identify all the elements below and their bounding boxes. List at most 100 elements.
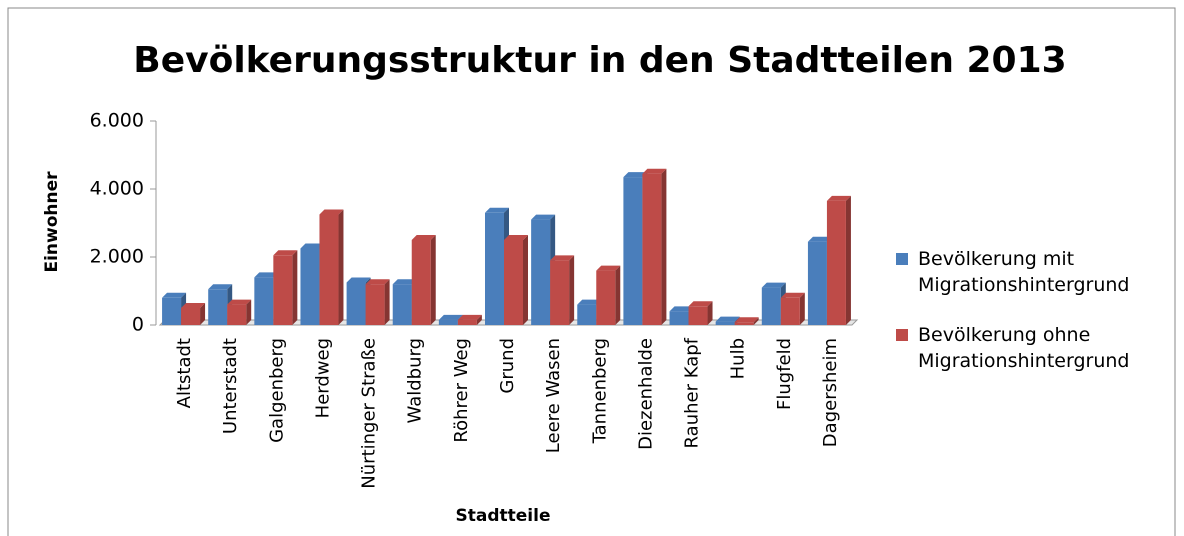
bar-top bbox=[208, 284, 233, 290]
bar bbox=[826, 200, 846, 325]
bar-top bbox=[715, 316, 740, 322]
bar-side bbox=[200, 303, 206, 325]
bar-top bbox=[273, 250, 298, 256]
bar-top bbox=[162, 292, 187, 298]
bar-top bbox=[346, 277, 371, 283]
bar-top bbox=[300, 243, 325, 249]
legend-label: Bevölkerung ohne Migrationshintergrund bbox=[918, 324, 1130, 372]
bar bbox=[273, 255, 293, 325]
bar bbox=[780, 297, 800, 325]
bar bbox=[623, 177, 643, 325]
bar-top bbox=[642, 168, 667, 174]
y-tick-label: 2.000 bbox=[90, 246, 144, 268]
bar-top bbox=[227, 299, 252, 305]
bar bbox=[642, 173, 662, 325]
bar-side bbox=[246, 299, 252, 325]
bar bbox=[485, 212, 504, 325]
bar-top bbox=[531, 214, 556, 220]
bar-top bbox=[457, 314, 482, 320]
bar bbox=[761, 287, 781, 325]
bar bbox=[365, 284, 385, 325]
x-tick-label: Tannenberg bbox=[589, 338, 610, 444]
bar-side bbox=[707, 301, 713, 325]
bar-top bbox=[761, 282, 786, 288]
bar bbox=[162, 297, 182, 325]
bar-top bbox=[504, 235, 528, 240]
bar bbox=[550, 260, 570, 325]
bar bbox=[392, 284, 412, 325]
y-tick-label: 4.000 bbox=[90, 178, 144, 200]
frame bbox=[7, 7, 1176, 536]
bar bbox=[438, 319, 458, 325]
bar bbox=[807, 241, 827, 325]
x-tick-label: Waldburg bbox=[405, 338, 426, 423]
bar bbox=[531, 219, 551, 325]
bar-top bbox=[577, 299, 602, 305]
bar-top bbox=[392, 279, 417, 285]
bar-side bbox=[845, 195, 851, 325]
y-tick-label: 0 bbox=[132, 314, 144, 336]
bar-top bbox=[780, 292, 805, 298]
bar-top bbox=[319, 209, 344, 215]
bar-top bbox=[623, 172, 648, 178]
bar-side bbox=[338, 209, 344, 325]
bar bbox=[227, 304, 247, 325]
bar-side bbox=[615, 265, 621, 325]
bar-top bbox=[596, 265, 621, 271]
x-tick-label: Hulb bbox=[728, 338, 749, 379]
bar-side bbox=[476, 314, 482, 325]
bar-top bbox=[688, 301, 713, 307]
bar bbox=[300, 248, 320, 325]
x-tick-label: Unterstadt bbox=[220, 338, 241, 434]
chart-title: Bevölkerungsstruktur in den Stadtteilen … bbox=[133, 40, 1066, 81]
bar bbox=[715, 321, 735, 325]
bar bbox=[411, 240, 431, 325]
bar-top bbox=[254, 272, 279, 278]
bar-side bbox=[430, 235, 436, 325]
bar-side bbox=[569, 255, 575, 325]
x-axis-title: Stadtteile bbox=[456, 506, 551, 526]
bar-side bbox=[799, 292, 805, 325]
bar bbox=[504, 240, 523, 325]
x-tick-label: Flugfeld bbox=[774, 338, 795, 410]
bar-top bbox=[734, 317, 759, 323]
bar-top bbox=[181, 303, 206, 308]
y-tick-label: 6.000 bbox=[90, 110, 144, 132]
bar bbox=[319, 214, 339, 325]
x-tick-label: Leere Wasen bbox=[543, 338, 564, 453]
x-tick-label: Grund bbox=[497, 338, 518, 394]
x-tick-label: Dagersheim bbox=[820, 338, 841, 447]
bar-side bbox=[292, 250, 298, 325]
bar-top bbox=[438, 314, 463, 320]
bar bbox=[596, 270, 616, 325]
bar bbox=[688, 306, 708, 325]
x-tick-label: Röhrer Weg bbox=[451, 338, 472, 443]
bar-top bbox=[411, 235, 436, 240]
bar bbox=[457, 319, 477, 325]
bar-top bbox=[365, 279, 390, 285]
x-tick-label: Nürtinger Straße bbox=[359, 338, 380, 489]
legend-label: Bevölkerung mit Migrationshintergrund bbox=[918, 248, 1130, 296]
bar bbox=[208, 289, 228, 325]
x-tick-label: Galgenberg bbox=[266, 338, 287, 443]
bar bbox=[577, 304, 597, 325]
bar-top bbox=[826, 195, 851, 201]
bar bbox=[346, 282, 366, 325]
bar bbox=[254, 277, 274, 325]
bar-top bbox=[669, 306, 694, 312]
bar-side bbox=[753, 317, 759, 325]
bar bbox=[734, 322, 754, 325]
x-tick-label: Diezenhalde bbox=[635, 338, 656, 450]
legend-swatch bbox=[896, 253, 908, 265]
x-tick-label: Altstadt bbox=[174, 338, 195, 408]
bar-top bbox=[550, 255, 575, 261]
legend-swatch bbox=[896, 329, 908, 341]
bar-side bbox=[661, 168, 667, 325]
x-tick-label: Rauher Kapf bbox=[682, 337, 703, 448]
bar bbox=[181, 308, 201, 325]
y-axis-title: Einwohner bbox=[42, 171, 62, 273]
bar-side bbox=[384, 279, 390, 325]
bar-top bbox=[807, 236, 832, 242]
